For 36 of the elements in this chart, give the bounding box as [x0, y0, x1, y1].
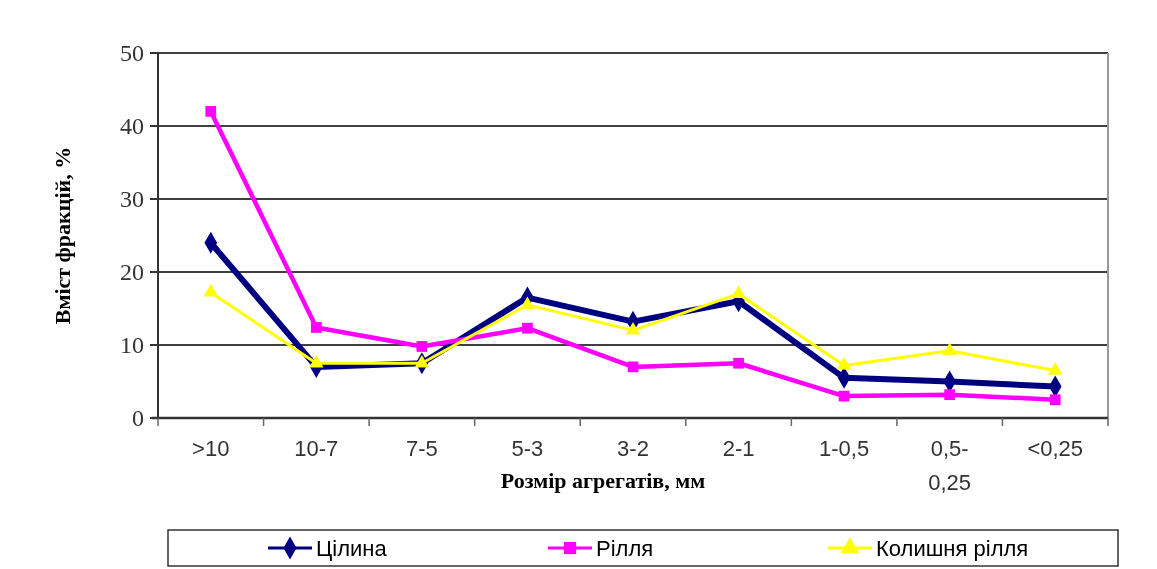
x-tick-label: 10-7 [294, 436, 339, 461]
point [414, 354, 430, 368]
y-axis-title: Вміст фракцій, % [50, 146, 75, 325]
x-tick-label: 5-3 [511, 436, 544, 461]
point [625, 322, 641, 335]
legend-label: Цілина [316, 535, 388, 561]
x-axis-title: Розмір агрегатів, мм [500, 468, 706, 493]
point [203, 284, 218, 297]
y-tick-label: 20 [120, 259, 144, 286]
point [731, 285, 746, 299]
point [205, 106, 217, 117]
x-tick-label: 7-5 [405, 436, 438, 461]
point [416, 341, 428, 352]
y-tick-label: 10 [120, 332, 144, 359]
point [522, 322, 533, 334]
x-tick-label: <0,25 [1027, 436, 1084, 461]
point [1049, 394, 1061, 406]
x-tick-label: >10 [192, 436, 230, 461]
y-tick-label: 30 [120, 186, 144, 213]
x-tick-label: 3-2 [617, 436, 649, 461]
point [944, 389, 956, 400]
point [942, 342, 957, 355]
point [310, 322, 322, 333]
point [1048, 362, 1063, 375]
x-tick-label: 0,5-0,25 [928, 436, 972, 495]
point [733, 357, 744, 369]
y-tick-label: 40 [120, 113, 144, 140]
point [836, 357, 852, 370]
point [520, 296, 535, 310]
x-tick-label: 2-1 [722, 436, 755, 461]
x-tick-label: 1-0,5 [819, 436, 870, 461]
legend-label: Колишня рілля [876, 535, 1029, 561]
y-tick-label: 0 [132, 405, 144, 432]
y-tick-label: 50 [120, 40, 144, 67]
point [309, 354, 324, 368]
legend-label: Рілля [596, 535, 654, 561]
